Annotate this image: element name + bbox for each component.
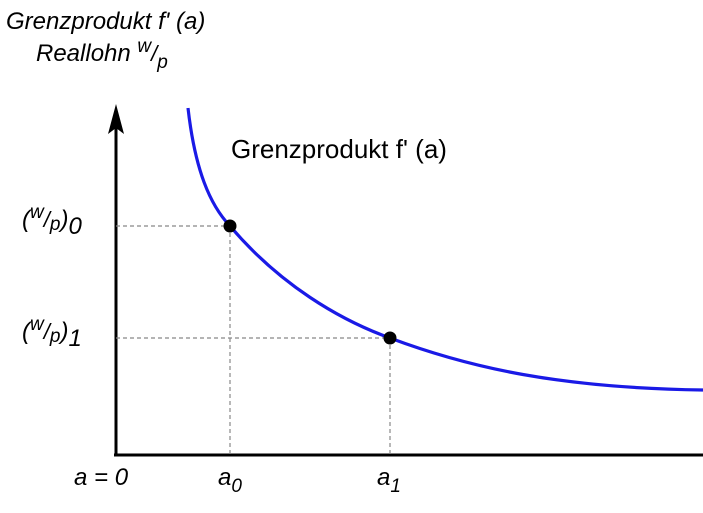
marginal-product-curve [186,107,703,392]
y-tick-0-w: w [30,202,44,223]
y-tick-1-close: ) [60,318,69,345]
y-tick-w-p-1: (w/p)1 [22,315,82,351]
y-axis-title-prefix: Reallohn [36,40,138,67]
y-tick-w-p-0: (w/p)0 [22,203,82,239]
y-axis-arrow-icon [108,104,124,134]
y-tick-0-p: p [49,214,61,235]
curve-label: Grenzprodukt f' (a) [231,134,447,164]
y-tick-1-slash: / [43,319,50,344]
x-tick-a1-sub: 1 [390,476,401,497]
y-tick-0-open: ( [22,206,30,233]
y-tick-0-close: ) [60,206,69,233]
y-axis-title-p: p [157,52,168,73]
x-tick-origin: a = 0 [74,464,129,491]
point-a1 [383,331,397,345]
y-tick-1-open: ( [22,318,30,345]
y-tick-1-sub: 1 [68,325,82,352]
y-axis-title-slash: / [151,41,158,66]
x-tick-a1: a1 [377,464,401,497]
x-tick-a0-sub: 0 [231,476,242,497]
x-tick-a0: a0 [218,464,242,497]
y-tick-1-w: w [30,314,44,335]
y-axis-title-w: w [137,36,152,57]
y-tick-0-slash: / [43,207,50,232]
y-tick-0-sub: 0 [68,213,82,240]
y-axis-title-line2: Reallohn w/p [36,37,168,72]
y-tick-1-p: p [49,326,61,347]
point-a0 [223,219,237,233]
x-tick-a1-base: a [377,464,391,491]
x-tick-a0-base: a [218,464,232,491]
y-axis-title-line1: Grenzprodukt f' (a) [6,8,206,35]
